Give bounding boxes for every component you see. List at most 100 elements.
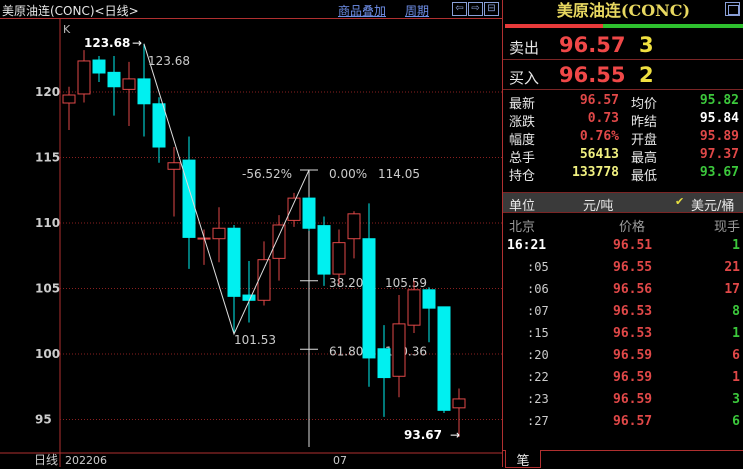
- tick-time: 16:21: [507, 238, 547, 253]
- candle-up: [167, 162, 181, 170]
- chart-header: 美原油连(CONC)<日线> 商品叠加 周期 ⇦ ⇨ ⊟: [0, 0, 502, 19]
- candle-down: [137, 78, 151, 105]
- candle-down: [317, 225, 331, 275]
- tick-volume: 1: [732, 238, 740, 253]
- stat-label: 最低: [631, 169, 658, 184]
- high-label: 123.68: [148, 54, 190, 68]
- candle-down: [92, 59, 106, 74]
- y-tick-label: 115: [35, 151, 60, 165]
- candle-down: [377, 348, 391, 379]
- stat-label: 均价: [631, 97, 658, 112]
- buy-ratio-fill: [505, 24, 603, 28]
- tick-time: :23: [527, 392, 549, 406]
- stat-label: 昨结: [631, 115, 658, 130]
- tick-time: :15: [527, 326, 549, 340]
- stat-label: 最高: [631, 151, 658, 166]
- bid-ask-ratio-bar: [505, 24, 743, 28]
- unit-option-usd-barrel[interactable]: 美元/桶: [691, 199, 735, 214]
- tick-price: 96.55: [613, 260, 653, 275]
- scroll-left-button[interactable]: ⇦: [452, 2, 467, 16]
- candle-up: [212, 227, 226, 240]
- low-marker: 93.67: [404, 428, 442, 442]
- trend-line: [143, 43, 310, 336]
- stat-value: 133778: [572, 165, 619, 180]
- chart-title: 美原油连(CONC)<日线>: [2, 4, 139, 18]
- unit-option-yuan-ton[interactable]: 元/吨: [583, 199, 614, 214]
- ask-price: 96.57: [559, 33, 626, 57]
- y-tick-label: 110: [35, 216, 60, 230]
- candle-up: [272, 224, 286, 259]
- stat-value: 0.76%: [579, 129, 619, 144]
- bid-row: 买入 96.55 2: [503, 61, 743, 90]
- y-tick-label: 105: [35, 282, 60, 296]
- unit-label: 单位: [509, 199, 536, 214]
- tick-time: :07: [527, 304, 549, 318]
- tick-price: 96.51: [613, 238, 653, 253]
- candle-down: [152, 103, 166, 148]
- tab-ticks[interactable]: 笔: [505, 450, 541, 469]
- trend-low-label: 101.53: [234, 333, 276, 347]
- stat-value: 56413: [579, 147, 619, 162]
- ask-row: 卖出 96.57 3: [503, 31, 743, 60]
- overlay-commodity-link[interactable]: 商品叠加: [338, 4, 387, 18]
- candle-up: [77, 60, 91, 95]
- ticks-header: 北京 价格 现手: [503, 216, 743, 236]
- tick-row: :20 96.59 6: [503, 348, 743, 368]
- tick-volume: 1: [732, 370, 740, 385]
- stat-value: 95.84: [699, 111, 739, 126]
- y-tick-label: 120: [35, 85, 60, 99]
- tick-time: :06: [527, 282, 549, 296]
- stat-value: 96.57: [579, 93, 619, 108]
- time-header: 北京: [509, 220, 536, 235]
- x-tick-label: 07: [333, 454, 347, 467]
- tick-volume: 17: [724, 282, 740, 297]
- tab-bar: 笔: [503, 450, 743, 469]
- layout-button[interactable]: ⊟: [484, 2, 499, 16]
- candle-down: [182, 159, 196, 238]
- period-link[interactable]: 周期: [405, 4, 430, 18]
- high-marker: 123.68: [84, 36, 130, 50]
- candle-down: [437, 306, 451, 411]
- candle-up: [452, 398, 466, 409]
- candle-down: [227, 227, 241, 297]
- tick-row: 16:21 96.51 1: [503, 238, 743, 258]
- ask-volume: 3: [639, 33, 654, 57]
- stat-label: 幅度: [509, 133, 536, 148]
- tick-time: :27: [527, 414, 549, 428]
- candle-up: [122, 78, 136, 90]
- indicator-label: K: [63, 23, 71, 36]
- fibonacci-price-label: 100.36: [385, 344, 427, 358]
- tick-time: :20: [527, 348, 549, 362]
- candle-down: [422, 289, 436, 309]
- stat-value: 95.82: [699, 93, 739, 108]
- tick-row: :27 96.57 6: [503, 414, 743, 434]
- tick-volume: 1: [732, 326, 740, 341]
- stat-label: 涨跌: [509, 115, 536, 130]
- y-tick-label: 100: [35, 347, 60, 361]
- stat-value: 95.89: [699, 129, 739, 144]
- stat-value: 93.67: [699, 165, 739, 180]
- tick-row: :07 96.53 8: [503, 304, 743, 324]
- tick-volume: 6: [732, 348, 740, 363]
- y-tick-label: 95: [35, 413, 52, 427]
- stat-label: 开盘: [631, 133, 658, 148]
- bid-volume: 2: [639, 63, 654, 87]
- tick-row: :05 96.55 21: [503, 260, 743, 280]
- tick-price: 96.57: [613, 414, 653, 429]
- stat-label: 总手: [509, 151, 536, 166]
- tick-volume: 8: [732, 304, 740, 319]
- tick-price: 96.53: [613, 326, 653, 341]
- tick-time: :22: [527, 370, 549, 384]
- candle-up: [347, 213, 361, 240]
- bid-label: 买入: [509, 69, 540, 87]
- candle-down: [362, 238, 376, 359]
- candle-down: [242, 294, 256, 301]
- tick-price: 96.59: [613, 392, 653, 407]
- tick-row: :06 96.56 17: [503, 282, 743, 302]
- grid-icon: ⊟: [487, 3, 496, 14]
- tick-time: :05: [527, 260, 549, 274]
- scroll-right-button[interactable]: ⇨: [468, 2, 483, 16]
- maximize-button[interactable]: [725, 2, 740, 16]
- candle-up: [332, 242, 346, 275]
